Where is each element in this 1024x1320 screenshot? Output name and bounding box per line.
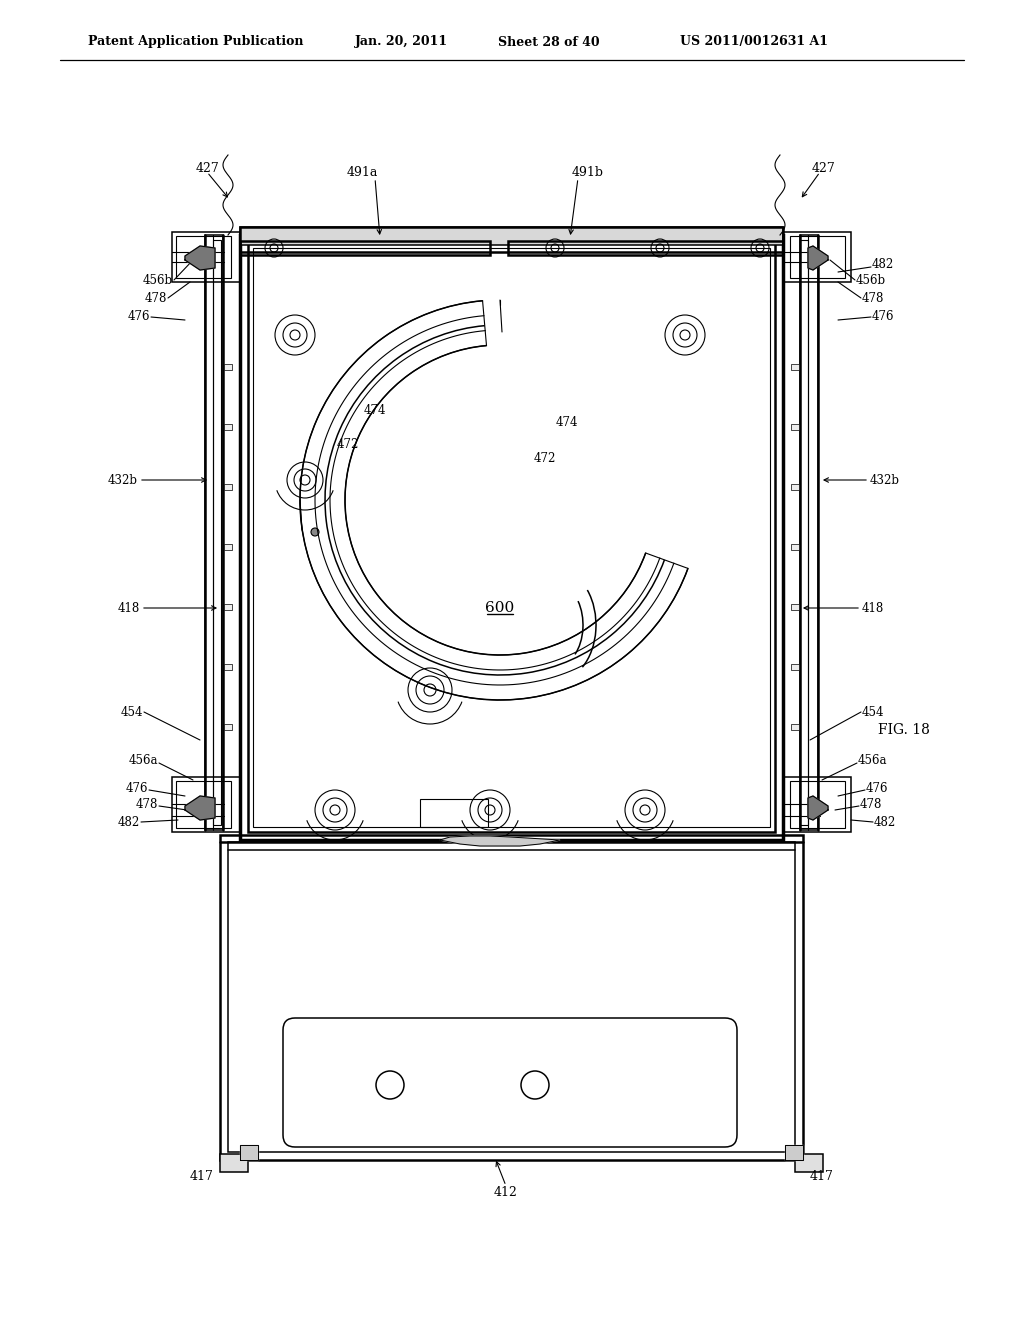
Bar bbox=[224, 605, 232, 610]
Bar bbox=[783, 232, 851, 282]
Polygon shape bbox=[808, 246, 828, 271]
Text: FIG. 18: FIG. 18 bbox=[878, 723, 930, 737]
Text: 482: 482 bbox=[118, 816, 140, 829]
Text: 456b: 456b bbox=[143, 273, 173, 286]
Text: 476: 476 bbox=[872, 310, 895, 323]
Bar bbox=[224, 544, 232, 550]
Bar bbox=[224, 664, 232, 671]
Polygon shape bbox=[185, 246, 215, 271]
Text: 456b: 456b bbox=[856, 273, 886, 286]
Bar bbox=[220, 1154, 248, 1172]
Text: 476: 476 bbox=[866, 781, 889, 795]
Bar bbox=[240, 227, 783, 246]
Text: 418: 418 bbox=[862, 602, 885, 615]
Bar bbox=[508, 242, 783, 255]
Text: 418: 418 bbox=[118, 602, 140, 615]
Polygon shape bbox=[240, 1144, 258, 1160]
Bar bbox=[213, 240, 221, 825]
Text: 474: 474 bbox=[364, 404, 386, 417]
Text: 417: 417 bbox=[190, 1170, 214, 1183]
Text: Sheet 28 of 40: Sheet 28 of 40 bbox=[498, 36, 600, 49]
Bar bbox=[800, 240, 808, 825]
Polygon shape bbox=[185, 796, 215, 820]
Bar bbox=[800, 235, 818, 830]
Text: US 2011/0012631 A1: US 2011/0012631 A1 bbox=[680, 36, 828, 49]
Text: 476: 476 bbox=[126, 781, 148, 795]
Bar bbox=[240, 242, 490, 255]
Text: 454: 454 bbox=[121, 705, 143, 718]
Text: 472: 472 bbox=[337, 438, 359, 451]
Bar bbox=[224, 424, 232, 430]
Bar bbox=[790, 236, 845, 279]
Text: 472: 472 bbox=[534, 451, 556, 465]
Bar bbox=[791, 484, 799, 490]
Text: 476: 476 bbox=[128, 310, 150, 323]
Bar bbox=[248, 243, 775, 832]
Bar bbox=[791, 723, 799, 730]
Text: 427: 427 bbox=[196, 161, 219, 174]
Bar bbox=[783, 777, 851, 832]
Bar bbox=[253, 248, 770, 828]
Bar bbox=[220, 836, 803, 1160]
Bar bbox=[205, 235, 223, 830]
Bar bbox=[176, 781, 231, 828]
Bar bbox=[172, 777, 240, 832]
Text: Jan. 20, 2011: Jan. 20, 2011 bbox=[355, 36, 449, 49]
Text: 474: 474 bbox=[556, 417, 579, 429]
Polygon shape bbox=[808, 796, 828, 820]
Text: 432b: 432b bbox=[108, 474, 138, 487]
Text: 456a: 456a bbox=[858, 754, 888, 767]
Bar bbox=[176, 236, 231, 279]
Bar bbox=[224, 723, 232, 730]
Text: 482: 482 bbox=[872, 259, 894, 272]
Bar bbox=[791, 605, 799, 610]
Bar bbox=[791, 544, 799, 550]
Text: 417: 417 bbox=[810, 1170, 834, 1183]
Circle shape bbox=[311, 528, 319, 536]
Text: 432b: 432b bbox=[870, 474, 900, 487]
Bar bbox=[172, 232, 240, 282]
Text: 491b: 491b bbox=[572, 165, 604, 178]
Text: 600: 600 bbox=[485, 601, 515, 615]
Text: 478: 478 bbox=[860, 797, 883, 810]
Polygon shape bbox=[785, 1144, 803, 1160]
Text: 456a: 456a bbox=[128, 754, 158, 767]
Text: 478: 478 bbox=[862, 292, 885, 305]
Text: Patent Application Publication: Patent Application Publication bbox=[88, 36, 303, 49]
Bar bbox=[791, 364, 799, 370]
Text: 412: 412 bbox=[494, 1185, 518, 1199]
Bar bbox=[228, 842, 795, 1152]
Bar bbox=[790, 781, 845, 828]
Text: 491a: 491a bbox=[346, 165, 378, 178]
Bar bbox=[224, 484, 232, 490]
Bar bbox=[795, 1154, 823, 1172]
Bar bbox=[420, 799, 488, 828]
Bar bbox=[240, 227, 783, 252]
Text: 478: 478 bbox=[144, 292, 167, 305]
Bar bbox=[791, 424, 799, 430]
Bar bbox=[791, 664, 799, 671]
Bar bbox=[240, 235, 783, 840]
Text: 454: 454 bbox=[862, 705, 885, 718]
Text: 478: 478 bbox=[135, 797, 158, 810]
Text: 427: 427 bbox=[811, 161, 835, 174]
Text: 482: 482 bbox=[874, 816, 896, 829]
Polygon shape bbox=[440, 836, 560, 846]
Bar bbox=[224, 364, 232, 370]
